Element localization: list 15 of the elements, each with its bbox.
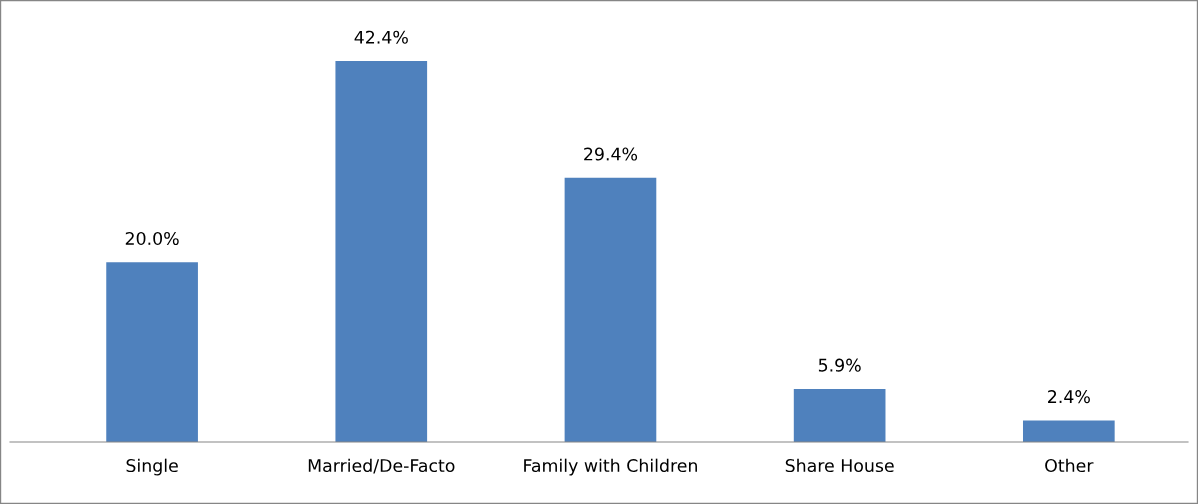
data-label: 2.4% bbox=[1048, 390, 1090, 404]
x-tick-label: Other bbox=[1045, 458, 1094, 473]
x-tick-label: Single bbox=[126, 458, 178, 476]
data-label: 29.4% bbox=[584, 147, 638, 161]
x-tick-label: Family with Children bbox=[524, 458, 697, 476]
bar bbox=[335, 61, 428, 442]
x-tick-label: Married/De-Facto bbox=[308, 458, 455, 474]
data-label: 20.0% bbox=[125, 231, 179, 246]
data-label: 42.4% bbox=[354, 30, 408, 44]
data-label: 5.9% bbox=[818, 358, 861, 372]
bar bbox=[564, 177, 657, 442]
x-tick-label: Share House bbox=[785, 458, 894, 473]
bar bbox=[1022, 420, 1115, 442]
bar bbox=[106, 262, 198, 442]
bar bbox=[793, 388, 886, 442]
